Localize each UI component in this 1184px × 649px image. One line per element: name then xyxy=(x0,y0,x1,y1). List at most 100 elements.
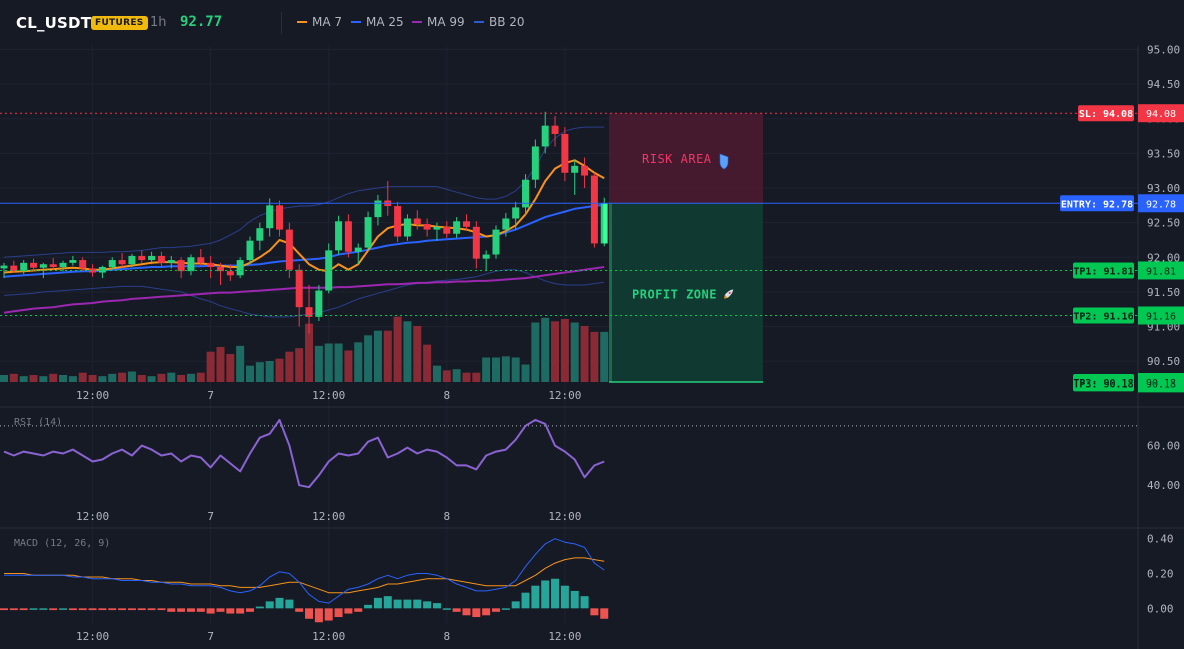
axis-tag-bg xyxy=(1138,104,1184,123)
macd-hist-bar xyxy=(373,597,382,609)
ma25-swatch xyxy=(351,21,361,23)
volume-bar xyxy=(305,323,314,382)
profit-zone-label: PROFIT ZONE xyxy=(632,288,717,302)
time-axis: 12:00 7 12:00 8 12:00 xyxy=(76,510,581,523)
tp3-tag: TP3: 90.18 90.18 xyxy=(1073,373,1184,383)
macd-hist-bar xyxy=(285,599,294,609)
macd-hist-bar xyxy=(59,608,68,610)
macd-hist-bar xyxy=(364,604,373,609)
candle-body xyxy=(590,175,598,244)
legend-ma99[interactable]: MA 99 xyxy=(412,15,465,29)
candle xyxy=(59,260,67,272)
candle xyxy=(236,257,244,279)
macd-hist-bar xyxy=(98,608,107,611)
volume-bar xyxy=(423,344,432,382)
macd-hist-bar xyxy=(354,608,363,612)
volume-bar xyxy=(364,335,373,382)
macd-hist-bar xyxy=(19,608,28,611)
candle-body xyxy=(394,206,402,237)
macd-hist-bar xyxy=(521,592,530,609)
last-price: 92.77 xyxy=(180,14,223,30)
macd-hist-bar xyxy=(68,608,77,611)
candle xyxy=(187,254,195,276)
volume-bar xyxy=(157,373,166,382)
macd-hist-bar xyxy=(462,608,471,616)
volume-bar xyxy=(600,331,609,382)
macd-hist-bar xyxy=(511,601,520,609)
rsi-tick: 60.00 xyxy=(1147,440,1180,453)
chart-header: CL_USDT FUTURES 1h 92.77 MA 7 MA 25 MA 9… xyxy=(0,0,1184,46)
volume-bar xyxy=(580,326,589,382)
rocket-flame xyxy=(724,295,728,299)
candle xyxy=(157,251,165,267)
candle-body xyxy=(226,271,234,276)
candle xyxy=(197,248,205,266)
macd-hist-bar xyxy=(39,608,48,610)
volume-bar xyxy=(108,373,117,382)
candle-body xyxy=(108,260,116,267)
symbol-name[interactable]: CL_USDT xyxy=(16,14,92,32)
volume-bar xyxy=(255,362,264,382)
volume-bar xyxy=(147,376,156,382)
candle xyxy=(531,139,539,189)
macd-hist-bar xyxy=(29,608,38,610)
candle xyxy=(30,258,38,272)
volume-bar xyxy=(246,365,254,382)
price-tick: 93.50 xyxy=(1147,147,1180,160)
volume-bar xyxy=(39,376,48,382)
ma7-swatch xyxy=(297,21,307,23)
volume-bar xyxy=(118,372,127,382)
level-tag-bg xyxy=(1060,195,1134,212)
volume-bar xyxy=(531,322,540,382)
macd-line xyxy=(4,538,605,604)
ma99-line xyxy=(3,266,605,314)
axis-tag-bg xyxy=(1138,373,1184,383)
legend-ma7[interactable]: MA 7 xyxy=(297,15,342,29)
legend-ma25[interactable]: MA 25 xyxy=(351,15,404,29)
rsi-label: RSI (14) xyxy=(14,417,62,428)
time-tick: 7 xyxy=(207,389,214,402)
candle xyxy=(148,251,156,265)
bb-lower-band xyxy=(3,269,605,318)
macd-hist-bar xyxy=(177,608,186,612)
volume-bar xyxy=(216,347,225,382)
level-tag-bg xyxy=(1073,262,1134,279)
macd-hist-bar xyxy=(295,608,304,612)
volume-bar xyxy=(482,357,491,382)
candle-body xyxy=(49,264,57,267)
candle-body xyxy=(443,226,451,234)
time-tick: 7 xyxy=(207,510,214,523)
price-tick: 95.00 xyxy=(1147,43,1180,56)
volume-bar xyxy=(403,321,412,382)
tp2-tag: TP2: 91.16 91.16 xyxy=(1073,306,1184,325)
shield-shape xyxy=(719,153,729,170)
candle xyxy=(138,250,146,263)
legend-bb20[interactable]: BB 20 xyxy=(474,15,525,29)
candle xyxy=(89,264,97,277)
header-divider xyxy=(281,12,282,34)
candle-body xyxy=(79,260,87,269)
candle-body xyxy=(423,224,431,230)
volume-bar xyxy=(551,321,560,382)
candle-body xyxy=(148,255,156,261)
macd-hist-bar xyxy=(570,590,579,609)
macd-hist-bar xyxy=(9,608,18,611)
candle xyxy=(433,222,441,241)
axis-tag-value: 94.08 xyxy=(1146,109,1176,120)
candle xyxy=(177,257,185,279)
macd-tick: 0.20 xyxy=(1147,568,1174,581)
macd-hist-bar xyxy=(432,603,441,609)
price-tick: 90.50 xyxy=(1147,355,1180,368)
level-tag-bg xyxy=(1073,374,1134,383)
volume-bar xyxy=(354,342,363,382)
macd-hist-bar xyxy=(482,608,491,616)
timeframe-label[interactable]: 1h xyxy=(150,15,167,30)
sl-tag: SL: 94.08 94.08 xyxy=(1078,104,1184,123)
candle xyxy=(79,257,87,272)
time-tick: 12:00 xyxy=(312,510,345,523)
volume-bar xyxy=(78,372,87,382)
candle xyxy=(246,236,254,265)
level-tag-bg xyxy=(1073,307,1134,324)
level-tag-label: TP1: 91.81 xyxy=(1073,266,1133,277)
